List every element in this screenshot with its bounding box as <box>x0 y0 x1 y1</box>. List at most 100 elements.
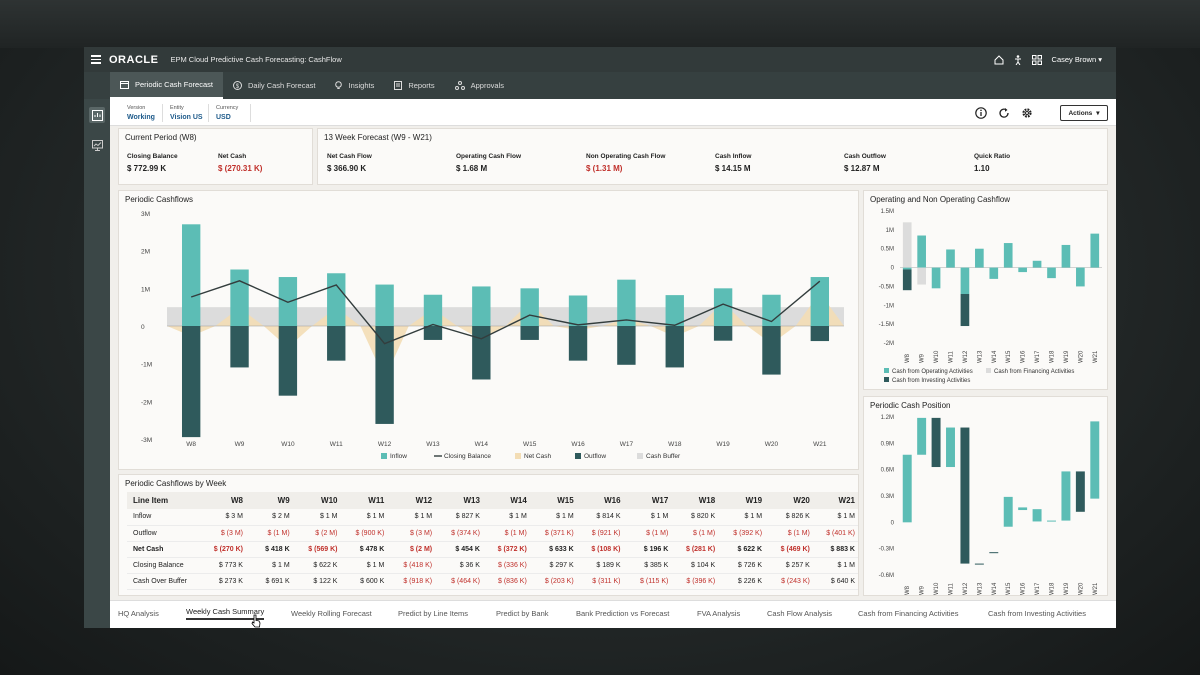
table-cell[interactable]: $ (281 K) <box>671 541 719 558</box>
table-cell[interactable]: $ (2 M) <box>387 541 436 558</box>
table-cell[interactable]: $ 122 K <box>292 573 341 590</box>
tab-reports[interactable]: Reports <box>384 72 444 99</box>
table-cell[interactable]: $ 189 K <box>576 557 624 574</box>
table-cell[interactable]: $ 273 K <box>199 573 246 590</box>
bottom-tab[interactable]: Cash Flow Analysis <box>767 609 833 618</box>
table-cell[interactable]: $ 1 M <box>245 557 293 574</box>
table-cell[interactable]: $ (115 K) <box>623 573 672 590</box>
bottom-tab[interactable]: Weekly Cash Summary <box>186 607 265 620</box>
bottom-tab[interactable]: FVA Analysis <box>697 609 741 618</box>
bottom-tab[interactable]: Weekly Rolling Forecast <box>291 609 372 618</box>
tab-daily-cash-forecast[interactable]: $ Daily Cash Forecast <box>223 72 326 99</box>
periodic-cashflows-chart[interactable]: 3M 2M 1M 0 -1M -2M -3M W8 W9 W10 W11 W12 W13 W14 W15 W1… <box>119 191 860 471</box>
accessibility-icon[interactable] <box>1014 54 1022 65</box>
bottom-tab[interactable]: Predict by Bank <box>496 609 549 618</box>
dashboard-icon[interactable] <box>89 107 105 123</box>
table-cell[interactable]: $ (469 K) <box>765 541 813 558</box>
table-cell[interactable]: $ (1 M) <box>765 525 813 542</box>
table-cell[interactable]: $ (392 K) <box>718 525 766 542</box>
bottom-tab[interactable]: Cash from Investing Activities <box>988 609 1086 618</box>
table-cell[interactable]: $ (836 K) <box>482 573 530 590</box>
table-cell[interactable]: $ (243 K) <box>765 573 813 590</box>
table-cell[interactable]: $ 1 M <box>340 557 388 574</box>
table-cell[interactable]: $ (108 K) <box>576 541 624 558</box>
table-cell[interactable]: $ (3 M) <box>387 525 436 542</box>
tab-periodic-cash-forecast[interactable]: Periodic Cash Forecast <box>110 72 223 99</box>
pov-entity[interactable]: Entity Vision US <box>170 105 203 121</box>
table-cell[interactable]: $ 257 K <box>765 557 813 574</box>
table-cell[interactable]: $ (270 K) <box>199 541 246 558</box>
table-cell[interactable]: $ (1 M) <box>482 525 530 542</box>
refresh-icon[interactable] <box>998 107 1010 119</box>
table-cell[interactable]: $ (2 M) <box>292 525 341 542</box>
table-cell[interactable]: $ (372 K) <box>482 541 530 558</box>
table-cell[interactable]: $ (1 M) <box>671 525 719 542</box>
bottom-tab[interactable]: Cash from Financing Activities <box>858 609 959 618</box>
table-cell[interactable]: $ 1 M <box>718 509 766 526</box>
table-cell[interactable]: $ 478 K <box>340 541 388 558</box>
table-cell[interactable]: $ (401 K) <box>812 525 858 542</box>
pov-currency[interactable]: Currency USD <box>216 105 238 121</box>
tab-insights[interactable]: Insights <box>325 72 384 99</box>
table-cell[interactable]: $ (1 M) <box>623 525 672 542</box>
bottom-tab[interactable]: HQ Analysis <box>118 609 159 618</box>
table-cell[interactable]: $ 1 M <box>482 509 530 526</box>
table-cell[interactable]: $ (418 K) <box>387 557 436 574</box>
user-menu[interactable]: Casey Brown ▾ <box>1052 55 1102 64</box>
table-cell[interactable]: $ 1 M <box>812 509 858 526</box>
table-cell[interactable]: $ 1 M <box>292 509 341 526</box>
table-cell[interactable]: $ 418 K <box>245 541 293 558</box>
table-cell[interactable]: $ 1 M <box>812 557 858 574</box>
table-cell[interactable]: $ 883 K <box>812 541 858 558</box>
table-cell[interactable]: $ 814 K <box>576 509 624 526</box>
table-cell[interactable]: $ 1 M <box>340 509 388 526</box>
table-cell[interactable]: $ (203 K) <box>529 573 577 590</box>
table-cell[interactable]: $ (921 K) <box>576 525 624 542</box>
table-cell[interactable]: $ 297 K <box>529 557 577 574</box>
table-cell[interactable]: $ (900 K) <box>340 525 388 542</box>
table-cell[interactable]: $ 622 K <box>718 541 766 558</box>
table-cell[interactable]: $ (569 K) <box>292 541 341 558</box>
table-cell[interactable]: $ 385 K <box>623 557 672 574</box>
cash-position-chart[interactable]: 1.2M 0.9M 0.6M 0.3M 0 -0.3M -0.6M W8 W9 W10 W11 W12… <box>864 397 1109 597</box>
table-cell[interactable]: $ 196 K <box>623 541 672 558</box>
table-cell[interactable]: $ (918 K) <box>387 573 436 590</box>
hamburger-menu-icon[interactable] <box>91 55 101 64</box>
info-icon[interactable] <box>975 107 987 119</box>
table-cell[interactable]: $ 1 M <box>387 509 436 526</box>
gear-icon[interactable] <box>1021 107 1033 119</box>
table-cell[interactable]: $ 104 K <box>671 557 719 574</box>
table-cell[interactable]: $ (311 K) <box>576 573 624 590</box>
table-cell[interactable]: $ (464 K) <box>435 573 483 590</box>
pov-version[interactable]: Version Working <box>127 105 155 121</box>
table-cell[interactable]: $ 633 K <box>529 541 577 558</box>
table-cell[interactable]: $ 454 K <box>435 541 483 558</box>
table-cell[interactable]: $ 726 K <box>718 557 766 574</box>
table-cell[interactable]: $ (336 K) <box>482 557 530 574</box>
bottom-tab[interactable]: Bank Prediction vs Forecast <box>576 609 670 618</box>
table-cell[interactable]: $ (1 M) <box>245 525 293 542</box>
table-cell[interactable]: $ 691 K <box>245 573 293 590</box>
table-cell[interactable]: $ (3 M) <box>199 525 246 542</box>
table-cell[interactable]: $ 36 K <box>435 557 483 574</box>
table-cell[interactable]: $ 1 M <box>529 509 577 526</box>
table-cell[interactable]: $ 820 K <box>671 509 719 526</box>
bottom-tab[interactable]: Predict by Line Items <box>398 609 469 618</box>
tab-approvals[interactable]: Approvals <box>445 72 514 99</box>
table-cell[interactable]: $ 826 K <box>765 509 813 526</box>
monitor-chart-icon[interactable] <box>89 137 105 153</box>
table-cell[interactable]: $ 3 M <box>199 509 246 526</box>
home-icon[interactable] <box>994 54 1004 65</box>
actions-button[interactable]: Actions ▾ <box>1060 105 1108 121</box>
table-cell[interactable]: $ (374 K) <box>435 525 483 542</box>
table-cell[interactable]: $ 226 K <box>718 573 766 590</box>
table-cell[interactable]: $ (396 K) <box>671 573 719 590</box>
table-cell[interactable]: $ 827 K <box>435 509 483 526</box>
table-cell[interactable]: $ 640 K <box>812 573 858 590</box>
table-cell[interactable]: $ 773 K <box>199 557 246 574</box>
operating-cashflow-chart[interactable]: 1.5M 1M 0.5M 0 -0.5M -1M -1.5M -2M W8 W9 W10 W11 W12… <box>864 191 1109 391</box>
table-cell[interactable]: $ 2 M <box>245 509 293 526</box>
table-cell[interactable]: $ (371 K) <box>529 525 577 542</box>
grid-navigator-icon[interactable] <box>1031 54 1042 65</box>
table-cell[interactable]: $ 622 K <box>292 557 341 574</box>
